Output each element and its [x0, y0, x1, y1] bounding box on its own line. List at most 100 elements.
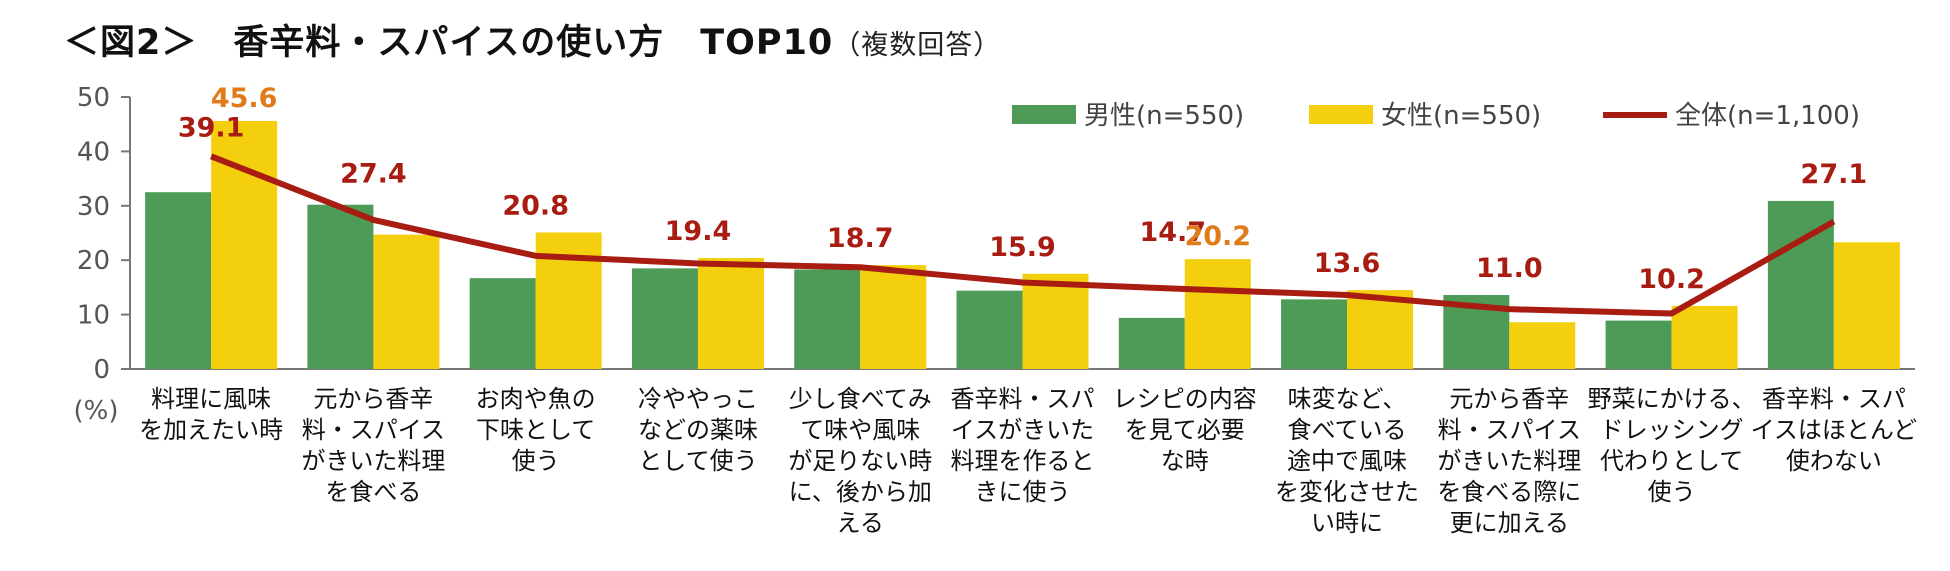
- legend-item-total: 全体(n=1,100): [1603, 101, 1860, 131]
- line-total: [210, 153, 1836, 317]
- bar-female: [1671, 305, 1738, 369]
- legend-item-female: 女性(n=550): [1309, 101, 1541, 131]
- x-tick-label-line: として使う: [638, 447, 757, 475]
- x-tick-label-line: きに使う: [975, 478, 1071, 506]
- bars: [145, 120, 1900, 369]
- x-axis-categories: 料理に風味を加えたい時元から香辛料・スパイスがきいた料理を食べるお肉や魚の下味と…: [139, 385, 1917, 537]
- x-tick-label-line: イスがきいた: [951, 416, 1094, 444]
- x-tick-label: 料理に風味を加えたい時: [139, 385, 283, 444]
- x-tick-label-line: 野菜にかける、: [1588, 385, 1756, 413]
- bar-male: [307, 204, 374, 369]
- legend-item-male: 男性(n=550): [1012, 101, 1244, 131]
- x-tick-label-line: を食べる際に: [1437, 478, 1581, 506]
- x-tick-label-line: に、後から加: [789, 478, 932, 506]
- x-tick-label-line: お肉や魚の: [476, 385, 596, 413]
- data-label-total: 11.0: [1476, 253, 1543, 284]
- chart-title: ＜図2＞ 香辛料・スパイスの使い方 TOP10（複数回答）: [64, 14, 1001, 65]
- bar-female: [1347, 290, 1414, 369]
- bar-female: [535, 232, 602, 369]
- bar-female: [1833, 242, 1900, 369]
- x-tick-label-line: レシピの内容: [1113, 385, 1257, 413]
- x-tick-label-line: 少し食べてみ: [789, 385, 932, 413]
- x-tick-label-line: を変化させた: [1275, 478, 1419, 506]
- legend: 男性(n=550) 女性(n=550) 全体(n=1,100): [1012, 101, 1860, 131]
- x-tick-label-line: 代わりとして: [1600, 447, 1743, 475]
- bar-male: [631, 268, 698, 369]
- x-tick-label-line: がきいた料理: [301, 447, 445, 475]
- x-tick-label-line: 料理を作ると: [951, 447, 1095, 475]
- bar-male: [956, 290, 1023, 369]
- y-tick-label: 30: [77, 192, 110, 222]
- x-tick-label-line: を加えたい時: [139, 416, 283, 444]
- x-tick-label: 冷ややっこなどの薬味として使う: [638, 385, 758, 475]
- x-tick-label-line: 料・スパイス: [1438, 416, 1581, 444]
- x-tick-label-line: 料理に風味: [151, 385, 271, 413]
- bar-female: [1022, 273, 1089, 369]
- x-tick-label-line: を見て必要: [1125, 416, 1245, 444]
- legend-swatch: [1012, 105, 1076, 124]
- x-tick-label-line: 使う: [512, 447, 560, 475]
- x-tick-label-line: 使わない: [1786, 447, 1882, 475]
- y-tick-label: 20: [77, 246, 110, 276]
- bar-female: [373, 234, 440, 369]
- x-tick-label: 元から香辛料・スパイスがきいた料理を食べる際に更に加える: [1437, 385, 1581, 537]
- bar-female: [1184, 259, 1251, 369]
- x-tick-label: 香辛料・スパイスはほとんど使わない: [1751, 385, 1918, 475]
- x-tick-label-line: 香辛料・スパ: [1762, 385, 1906, 413]
- data-label-total: 19.4: [665, 216, 732, 247]
- x-tick-label-line: 香辛料・スパ: [951, 385, 1095, 413]
- x-tick-label-line: 食べている: [1288, 416, 1407, 444]
- x-tick-label: 味変など、食べている途中で風味を変化させたい時に: [1275, 385, 1419, 537]
- x-tick-label-line: 料・スパイス: [302, 416, 445, 444]
- bar-male: [469, 278, 536, 369]
- x-tick-label: 少し食べてみて味や風味が足りない時に、後から加える: [788, 385, 932, 537]
- data-labels: 39.1 27.4 20.8 19.4 18.7 15.9 14.7 13.6 11.0 10.2…: [178, 83, 1867, 295]
- x-tick-label-line: 途中で風味: [1287, 447, 1407, 475]
- data-label-total: 39.1: [178, 112, 245, 143]
- bar-male: [794, 269, 861, 369]
- data-label-female: 45.6: [211, 83, 278, 114]
- y-axis: 0 10 20 30 40 50 (%): [74, 83, 131, 426]
- x-tick-label: 香辛料・スパイスがきいた料理を作るときに使う: [951, 385, 1095, 506]
- x-tick-label-line: 味変など、: [1288, 385, 1407, 413]
- bar-male: [145, 192, 212, 369]
- x-tick-label-line: 使う: [1648, 478, 1696, 506]
- x-tick-label-line: い時に: [1311, 509, 1383, 537]
- x-tick-label-line: イスはほとんど: [1751, 416, 1918, 444]
- bar-female: [1509, 322, 1576, 369]
- x-tick-label: お肉や魚の下味として使う: [476, 385, 596, 475]
- y-tick-label: 10: [77, 301, 110, 331]
- data-label-total: 27.4: [340, 159, 407, 190]
- x-tick-label: 野菜にかける、ドレッシング代わりとして使う: [1588, 385, 1756, 506]
- chart-title-subtitle: （複数回答）: [833, 30, 1002, 61]
- x-tick-label-line: ドレッシング: [1600, 416, 1744, 444]
- data-label-total: 27.1: [1801, 159, 1868, 190]
- x-tick-label-line: を食べる: [325, 478, 421, 506]
- y-tick-label: 0: [93, 355, 110, 385]
- bar-male: [1605, 320, 1672, 369]
- x-tick-label-line: が足りない時: [788, 447, 932, 475]
- x-tick-label-line: 元から香辛: [313, 385, 433, 413]
- x-tick-label-line: な時: [1161, 447, 1209, 475]
- y-tick-label: 50: [77, 83, 110, 113]
- data-label-total: 18.7: [827, 223, 894, 254]
- legend-swatch: [1309, 105, 1373, 124]
- x-tick-label: レシピの内容を見て必要な時: [1113, 385, 1257, 475]
- x-tick-label-line: がきいた料理: [1437, 447, 1581, 475]
- data-label-total: 13.6: [1314, 248, 1381, 279]
- data-label-total: 20.8: [502, 190, 569, 221]
- data-label-total: 15.9: [989, 232, 1056, 263]
- data-label-female: 20.2: [1184, 221, 1251, 252]
- x-tick-label-line: などの薬味: [638, 416, 758, 444]
- legend-label: 全体(n=1,100): [1675, 101, 1860, 131]
- legend-label: 女性(n=550): [1381, 101, 1541, 131]
- x-tick-label-line: て味や風味: [800, 416, 920, 444]
- chart-title-main: ＜図2＞ 香辛料・スパイスの使い方 TOP10: [64, 23, 834, 63]
- bar-male: [1281, 299, 1348, 369]
- y-tick-label: 40: [77, 137, 110, 167]
- data-label-total: 14.7: [1139, 217, 1206, 248]
- x-tick-label-line: 元から香辛: [1449, 385, 1569, 413]
- x-tick-label-line: える: [837, 509, 884, 537]
- data-label-total: 10.2: [1638, 264, 1705, 295]
